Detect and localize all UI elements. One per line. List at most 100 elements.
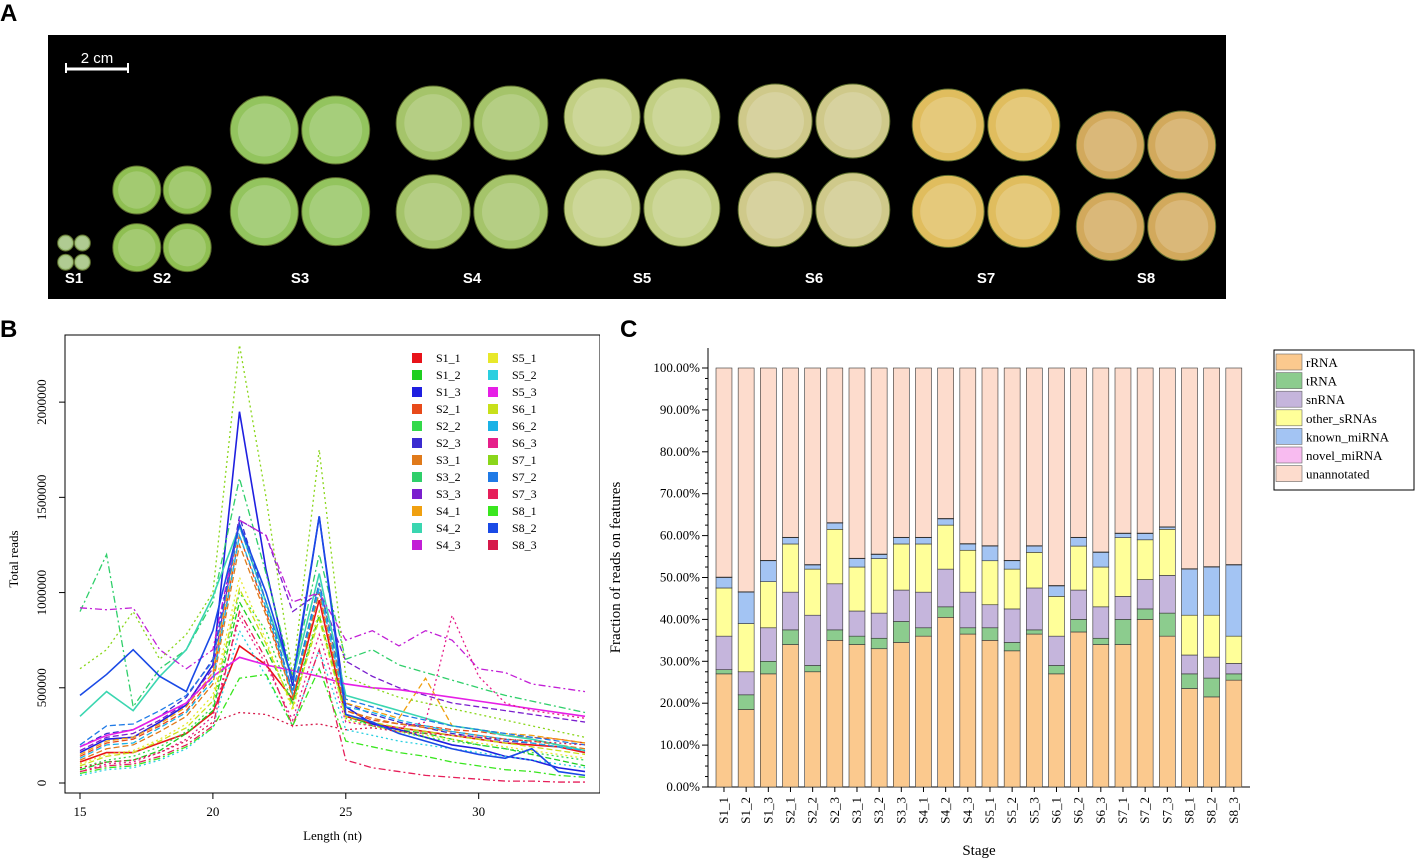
- x-tick-label-s5_1: S5_1: [982, 797, 997, 824]
- bar-segment-s1_3-snrna: [760, 627, 777, 662]
- bar-segment-s4_1-rrna: [915, 635, 932, 788]
- berry-flesh-s6-1: [746, 92, 805, 150]
- berry-flesh-s4-2: [481, 94, 540, 152]
- legend-swatch-novel_mirna: [1275, 446, 1303, 464]
- bar-segment-s6_2-other_srnas: [1070, 545, 1087, 591]
- stage-label-s4: S4: [463, 270, 482, 287]
- bar-segment-s7_2-trna: [1136, 608, 1154, 620]
- legend-swatch-s8_3: [488, 540, 498, 550]
- bar-segment-s4_3-rrna: [959, 633, 977, 788]
- legend-label-s6_3: S6_3: [512, 436, 537, 450]
- legend-swatch-s7_1: [488, 455, 498, 465]
- bar-segment-s2_3-trna: [826, 629, 844, 641]
- y-tick-label-1: 10.00%: [660, 737, 700, 752]
- length-distribution-chart: 15 20 25 30 0 500000 1000000 1500000 2000000 Leng…: [6, 334, 600, 843]
- bar-segment-s4_3-unannotated: [959, 367, 977, 544]
- feature-fraction-chart: 0.00% 10.00% 20.00% 30.00% 40.00% 50.00% 60.00…: [608, 348, 1415, 859]
- bar-segment-s1_1-known_mirna: [715, 577, 733, 589]
- berry-flesh-s4-4: [481, 182, 540, 241]
- berry-half-s3-4: [301, 177, 371, 247]
- series-line-s3_2: [79, 478, 586, 714]
- bar-segment-s6_2-known_mirna: [1070, 537, 1087, 547]
- bar-segment-s3_2-rrna: [870, 648, 888, 788]
- bar-segment-s1_2-unannotated: [737, 367, 755, 593]
- bar-segment-s8_3-other_srnas: [1225, 635, 1243, 664]
- bar-segment-s8_1-unannotated: [1181, 367, 1198, 570]
- berry-half-s7-3: [911, 174, 985, 248]
- berry-half-s3-2: [301, 95, 371, 165]
- legend-label-unannotated: unannotated: [1306, 467, 1370, 482]
- legend-swatch-s4_1: [412, 506, 422, 516]
- bar-segment-s1_3-trna: [760, 660, 777, 675]
- stage-label-s7: S7: [977, 270, 995, 287]
- berry-flesh-s2-3: [118, 228, 156, 267]
- legend-swatch-s5_2: [488, 370, 498, 380]
- bar-segment-s1_2-trna: [737, 694, 755, 710]
- bar-segment-s6_3-trna: [1092, 637, 1110, 645]
- bar-segment-s4_3-other_srnas: [959, 549, 977, 593]
- y-tick-label-3: 30.00%: [660, 653, 700, 668]
- bar-segment-s6_2-rrna: [1070, 631, 1087, 788]
- bar-segment-s4_1-unannotated: [915, 367, 932, 538]
- bar-segment-s2_3-other_srnas: [826, 529, 844, 585]
- x-tick-label-25: 25: [339, 804, 352, 819]
- berry-half-s4-3: [395, 174, 471, 250]
- y-tick-label-9: 90.00%: [660, 402, 700, 417]
- bar-segment-s4_1-known_mirna: [915, 537, 932, 545]
- berry-half-s1-2: [73, 234, 91, 252]
- x-tick-label-s7_3: S7_3: [1159, 797, 1174, 824]
- panel-letter-a: A: [0, 0, 18, 27]
- x-tick-label-s3_3: S3_3: [893, 797, 908, 824]
- legend-label-s1_3: S1_3: [436, 385, 461, 399]
- berry-half-s2-1: [112, 165, 162, 215]
- series-line-s4_3: [79, 519, 586, 693]
- bar-segment-s2_1-snrna: [782, 591, 799, 631]
- legend-label-s1_2: S1_2: [436, 368, 461, 382]
- series-line-s6_2: [79, 532, 586, 759]
- berry-flesh-s5-4: [652, 178, 712, 238]
- legend-swatch-known_mirna: [1275, 428, 1303, 445]
- bar-segment-s4_1-other_srnas: [915, 543, 932, 593]
- x-tick-label-s7_1: S7_1: [1115, 797, 1130, 824]
- berry-flesh-s3-1: [237, 103, 291, 157]
- x-tick-label-s8_1: S8_1: [1181, 797, 1196, 824]
- bar-segment-s7_3-unannotated: [1159, 367, 1176, 528]
- bar-segment-s3_3-snrna: [893, 589, 910, 622]
- series-line-s8_3: [79, 711, 586, 769]
- berry-half-s6-2: [815, 83, 891, 159]
- bar-segment-s3_1-other_srnas: [848, 566, 866, 612]
- bar-segment-s2_3-rrna: [826, 640, 844, 788]
- bar-segment-s2_1-trna: [782, 629, 799, 645]
- bar-segment-s8_2-known_mirna: [1203, 566, 1220, 616]
- x-tick-label-s7_2: S7_2: [1137, 797, 1152, 824]
- legend-label-s2_1: S2_1: [436, 402, 461, 416]
- berry-half-s5-2: [643, 78, 721, 156]
- legend-swatch-s3_3: [412, 489, 422, 499]
- berry-flesh-s8-3: [1083, 200, 1137, 254]
- bar-segment-s2_2-known_mirna: [804, 564, 821, 570]
- berry-flesh-s3-4: [309, 185, 363, 239]
- berry-flesh-s4-3: [404, 182, 463, 241]
- y-tick-label-0: 0.00%: [666, 779, 700, 794]
- y-tick-label-0: 0: [34, 780, 49, 787]
- bar-segment-s4_1-snrna: [915, 591, 932, 629]
- y-tick-label-2000000: 2000000: [34, 379, 49, 425]
- bar-segment-s5_1-other_srnas: [981, 560, 999, 606]
- berry-half-s5-1: [563, 78, 641, 156]
- bar-segment-s8_3-snrna: [1225, 663, 1243, 675]
- berry-flesh-s7-4: [995, 183, 1052, 240]
- bar-segment-s3_2-snrna: [870, 612, 888, 639]
- berry-half-s4-2: [473, 85, 549, 161]
- y-tick-label-5: 50.00%: [660, 570, 700, 585]
- bar-segment-s7_3-rrna: [1159, 635, 1176, 788]
- x-tick-label-s2_1: S2_1: [782, 797, 797, 824]
- x-tick-label-s6_3: S6_3: [1093, 797, 1108, 824]
- berry-flesh-s1-3: [59, 255, 72, 269]
- bar-segment-s6_1-known_mirna: [1048, 585, 1065, 597]
- bar-segment-s8_3-trna: [1225, 673, 1243, 681]
- bar-segment-s6_3-rrna: [1092, 644, 1110, 788]
- series-line-s7_1: [79, 344, 586, 738]
- x-tick-label-s5_3: S5_3: [1026, 797, 1041, 824]
- legend-swatch-s4_2: [412, 523, 422, 533]
- legend-swatch-s8_1: [488, 506, 498, 516]
